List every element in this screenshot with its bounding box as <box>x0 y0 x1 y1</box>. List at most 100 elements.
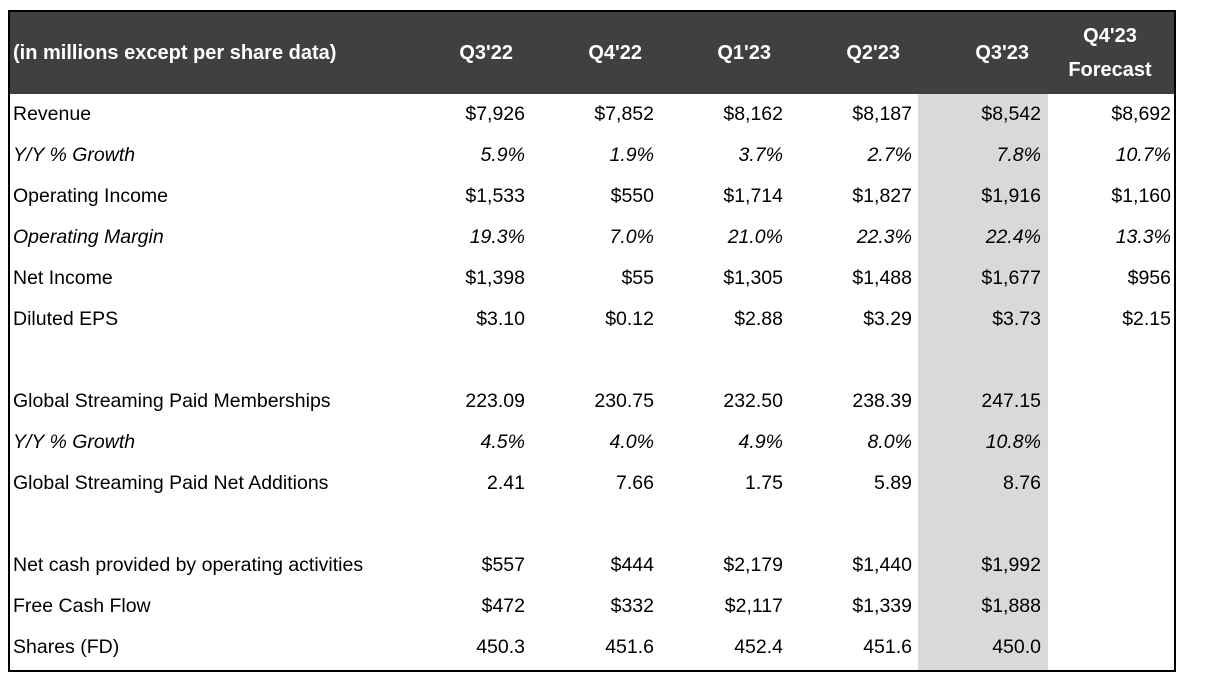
cell-value: $3.10 <box>476 308 525 330</box>
cell-value: $1,440 <box>852 554 912 576</box>
cell-value: 4.0% <box>609 431 654 453</box>
table-row-free-cash-flow: Free Cash Flow $472 $332 $2,117 $1,339 $… <box>10 586 1174 627</box>
cell-value: $1,339 <box>852 595 912 617</box>
cell-value: $472 <box>481 595 525 617</box>
cell-value: 19.3% <box>469 226 525 248</box>
cell-value: 1.75 <box>745 472 783 494</box>
header-forecast-quarter: Q4'23 <box>1083 25 1137 47</box>
cell-value: 8.0% <box>867 431 912 453</box>
cell-value: 451.6 <box>863 636 912 658</box>
cell-forecast: 10.7% <box>1115 144 1171 166</box>
q3-23-highlight-column <box>918 94 1048 670</box>
cell-value: $0.12 <box>605 308 654 330</box>
cell-forecast: $956 <box>1127 267 1171 289</box>
cell-value: $444 <box>610 554 654 576</box>
cell-forecast <box>1045 422 1174 463</box>
cell-value: $55 <box>621 267 654 289</box>
cell-forecast: $2.15 <box>1122 308 1171 330</box>
cell-value: 2.7% <box>867 144 912 166</box>
cell-forecast <box>1045 545 1174 586</box>
cell-value: $332 <box>610 595 654 617</box>
cell-forecast: $8,692 <box>1111 103 1171 125</box>
cell-value: 21.0% <box>727 226 783 248</box>
row-label: Y/Y % Growth <box>13 144 136 166</box>
cell-value: $8,187 <box>852 103 912 125</box>
header-forecast-label: Forecast <box>1068 59 1152 81</box>
cell-value: 238.39 <box>852 390 912 412</box>
cell-value: $3.29 <box>863 308 912 330</box>
table-row-revenue: Revenue $7,926 $7,852 $8,162 $8,187 $8,5… <box>10 94 1174 135</box>
cell-value: $1,992 <box>981 554 1041 576</box>
row-label: Shares (FD) <box>13 636 120 658</box>
row-label: Operating Margin <box>13 226 164 248</box>
cell-value: $1,305 <box>723 267 783 289</box>
cell-value: $1,714 <box>723 185 783 207</box>
financial-summary-table: (in millions except per share data) Q3'2… <box>8 10 1176 672</box>
cell-value: $1,533 <box>465 185 525 207</box>
cell-value: 5.89 <box>874 472 912 494</box>
cell-value: 451.6 <box>605 636 654 658</box>
row-label: Diluted EPS <box>13 308 119 330</box>
header-q1-23: Q1'23 <box>658 12 787 94</box>
cell-value: 247.15 <box>981 390 1041 412</box>
table-row-revenue-growth: Y/Y % Growth 5.9% 1.9% 3.7% 2.7% 7.8% 10… <box>10 135 1174 176</box>
cell-value: 223.09 <box>465 390 525 412</box>
row-label: Revenue <box>13 103 92 125</box>
cell-forecast <box>1045 627 1174 668</box>
spacer-row <box>10 340 1174 381</box>
cell-value: 8.76 <box>1003 472 1041 494</box>
cell-forecast <box>1045 463 1174 504</box>
row-label: Global Streaming Paid Net Additions <box>13 472 329 494</box>
cell-value: $557 <box>481 554 525 576</box>
cell-value: $2,179 <box>723 554 783 576</box>
cell-forecast: $1,160 <box>1111 185 1171 207</box>
cell-value: 5.9% <box>480 144 525 166</box>
header-q3-22: Q3'22 <box>400 12 529 94</box>
cell-value: 7.0% <box>609 226 654 248</box>
row-label: Y/Y % Growth <box>13 431 136 453</box>
cell-value: 10.8% <box>985 431 1041 453</box>
row-label: Net cash provided by operating activitie… <box>13 554 364 576</box>
row-label: Global Streaming Paid Memberships <box>13 390 331 412</box>
cell-value: $1,488 <box>852 267 912 289</box>
cell-value: 4.5% <box>480 431 525 453</box>
table-row-memberships-growth: Y/Y % Growth 4.5% 4.0% 4.9% 8.0% 10.8% <box>10 422 1174 463</box>
cell-value: 450.3 <box>476 636 525 658</box>
row-label: Operating Income <box>13 185 169 207</box>
cell-value: 3.7% <box>738 144 783 166</box>
cell-value: 22.3% <box>856 226 912 248</box>
cell-value: 232.50 <box>723 390 783 412</box>
row-label: Free Cash Flow <box>13 595 151 617</box>
cell-value: 450.0 <box>992 636 1041 658</box>
row-label: Net Income <box>13 267 113 289</box>
cell-value: $1,827 <box>852 185 912 207</box>
table-row-operating-margin: Operating Margin 19.3% 7.0% 21.0% 22.3% … <box>10 217 1174 258</box>
cell-forecast <box>1045 381 1174 422</box>
cell-value: $3.73 <box>992 308 1041 330</box>
cell-value: 22.4% <box>985 226 1041 248</box>
table-row-diluted-eps: Diluted EPS $3.10 $0.12 $2.88 $3.29 $3.7… <box>10 299 1174 340</box>
cell-value: 230.75 <box>594 390 654 412</box>
spacer-row <box>10 504 1174 545</box>
cell-value: $1,677 <box>981 267 1041 289</box>
cell-value: 2.41 <box>487 472 525 494</box>
cell-value: $550 <box>610 185 654 207</box>
cell-value: $1,398 <box>465 267 525 289</box>
cell-forecast <box>1045 586 1174 627</box>
table-row-operating-cash: Net cash provided by operating activitie… <box>10 545 1174 586</box>
cell-value: $7,926 <box>465 103 525 125</box>
table-row-net-income: Net Income $1,398 $55 $1,305 $1,488 $1,6… <box>10 258 1174 299</box>
units-header: (in millions except per share data) <box>10 12 400 94</box>
cell-value: $7,852 <box>594 103 654 125</box>
header-row: (in millions except per share data) Q3'2… <box>10 12 1174 94</box>
cell-value: $1,888 <box>981 595 1041 617</box>
financial-table: (in millions except per share data) Q3'2… <box>10 12 1174 668</box>
cell-value: $8,162 <box>723 103 783 125</box>
table-row-shares: Shares (FD) 450.3 451.6 452.4 451.6 450.… <box>10 627 1174 668</box>
cell-value: $2.88 <box>734 308 783 330</box>
cell-value: 452.4 <box>734 636 783 658</box>
cell-value: $8,542 <box>981 103 1041 125</box>
header-q2-23: Q2'23 <box>787 12 916 94</box>
table-row-net-additions: Global Streaming Paid Net Additions 2.41… <box>10 463 1174 504</box>
table-row-operating-income: Operating Income $1,533 $550 $1,714 $1,8… <box>10 176 1174 217</box>
